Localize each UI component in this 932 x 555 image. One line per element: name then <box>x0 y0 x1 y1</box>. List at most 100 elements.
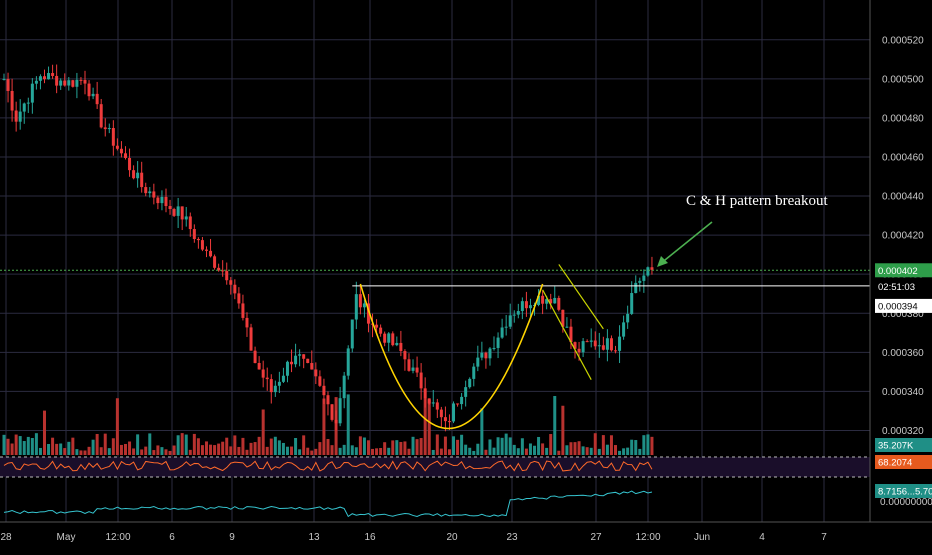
volume-bar <box>298 449 302 455</box>
volume-bar <box>439 448 443 455</box>
candle-body <box>618 336 622 351</box>
volume-bar <box>132 448 136 455</box>
candle-body <box>180 206 184 220</box>
candle-body <box>391 333 395 346</box>
candle-body <box>115 145 119 149</box>
candle-body <box>589 340 593 342</box>
volume-bar <box>233 435 237 455</box>
volume-bar <box>520 438 524 455</box>
volume-bar <box>431 449 435 455</box>
volume-bar <box>152 450 156 455</box>
candle-body <box>253 350 257 364</box>
candle-body <box>464 387 468 397</box>
candle-body <box>63 80 67 86</box>
rsi-badge-bg <box>875 455 932 469</box>
candle-body <box>358 294 362 308</box>
candle-body <box>152 191 156 198</box>
volume-bar <box>180 433 184 455</box>
volume-bar <box>609 435 613 455</box>
obv-line <box>3 490 653 518</box>
candle-body <box>342 375 346 399</box>
candle-body <box>172 208 176 216</box>
volume-bar <box>379 448 383 455</box>
volume-bar <box>184 434 188 455</box>
volume-bar <box>512 444 516 455</box>
volume-bar <box>496 437 500 455</box>
candle-body <box>196 238 200 241</box>
candle-body <box>269 379 273 393</box>
volume-bar <box>192 433 196 455</box>
candle-body <box>95 93 99 105</box>
candle-body <box>111 128 115 146</box>
x-tick-label: Jun <box>694 532 710 543</box>
last-price-badge: 0.000402 <box>878 266 918 277</box>
candle-body <box>6 78 10 91</box>
rsi-line <box>3 460 653 472</box>
volume-bar <box>415 439 419 455</box>
volume-bar <box>516 448 520 455</box>
volume-bar <box>626 447 630 455</box>
candle-body <box>362 303 366 308</box>
candle-body <box>330 404 334 420</box>
candle-body <box>59 80 63 86</box>
candle-body <box>237 293 241 304</box>
volume-bar <box>188 449 192 455</box>
arrow-head <box>657 256 668 267</box>
volume-bar <box>265 446 269 455</box>
candle-body <box>609 338 613 351</box>
x-tick-label: 4 <box>759 532 765 543</box>
volume-bar <box>537 436 541 455</box>
volume-bar <box>115 398 119 455</box>
volume-bar <box>630 439 634 455</box>
volume-bar <box>14 434 18 455</box>
volume-bar <box>638 448 642 455</box>
volume-bar <box>75 449 79 455</box>
candle-body <box>431 402 435 404</box>
y-tick-label: 0.000320 <box>882 426 924 437</box>
candle-body <box>549 299 553 304</box>
volume-bar <box>423 398 427 455</box>
candle-body <box>427 398 431 404</box>
volume-bar <box>22 441 26 455</box>
candle-body <box>140 172 144 188</box>
volume-bar <box>338 447 342 455</box>
candle-body <box>261 369 265 378</box>
candle-body <box>447 421 451 423</box>
y-tick-label: 0.000440 <box>882 192 924 203</box>
volume-bar <box>67 441 71 455</box>
candle-body <box>439 409 443 418</box>
volume-bar <box>350 445 354 455</box>
candle-body <box>375 324 379 328</box>
volume-bar <box>237 446 241 455</box>
candle-body <box>573 342 577 349</box>
volume-bar <box>488 439 492 455</box>
candle-body <box>508 315 512 327</box>
candle-body <box>452 403 456 422</box>
volume-bar <box>281 442 285 455</box>
x-tick-label: 16 <box>364 532 376 543</box>
candle-body <box>18 111 22 122</box>
candle-body <box>71 80 75 87</box>
candle-body <box>541 295 545 304</box>
volume-bar <box>34 433 38 455</box>
candle-body <box>249 327 253 351</box>
candle-body <box>500 327 504 338</box>
axes: 0.000520 0.000500 0.000480 0.000460 0.000440… <box>0 0 932 543</box>
volume-bar <box>103 433 107 455</box>
x-tick-label: 23 <box>506 532 518 543</box>
volume-bar <box>18 436 22 455</box>
volume-bar <box>561 405 565 455</box>
volume-bar <box>650 436 654 455</box>
candle-body <box>55 75 59 86</box>
candle-body <box>83 80 87 84</box>
candle-body <box>79 79 83 81</box>
volume-bar <box>269 438 273 455</box>
candle-body <box>221 270 225 272</box>
candle-body <box>520 301 524 312</box>
volume-bar <box>427 399 431 455</box>
volume-bar <box>472 450 476 455</box>
candle-body <box>622 322 626 337</box>
x-tick-label: 12:00 <box>105 532 130 543</box>
candle-body <box>334 419 338 424</box>
candle-body <box>51 73 55 76</box>
